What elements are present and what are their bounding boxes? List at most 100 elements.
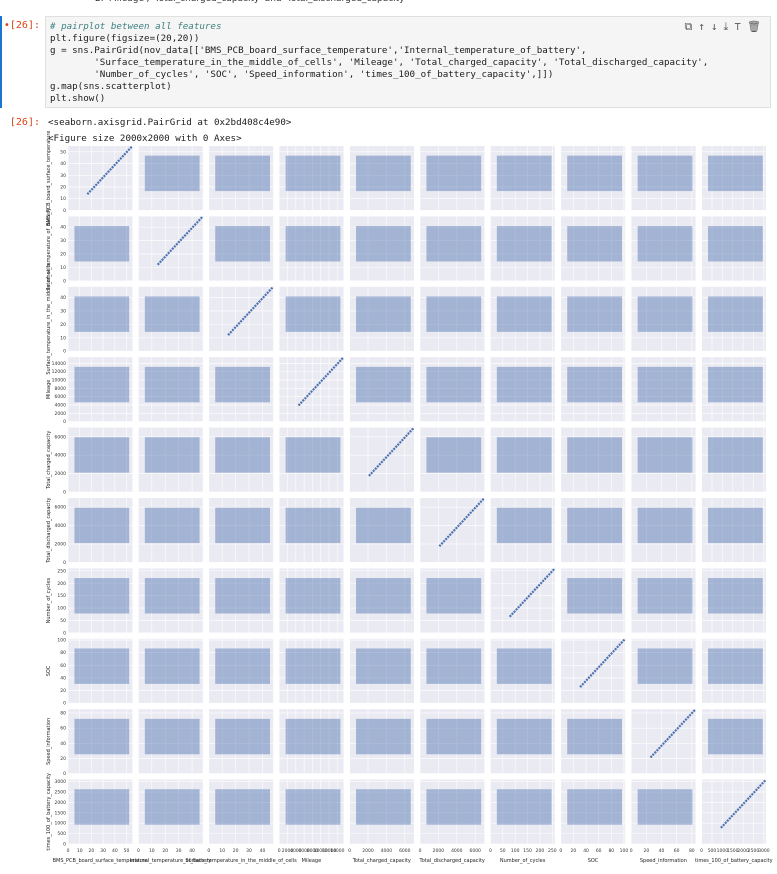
y-tick-label: 4000 [55, 523, 67, 529]
scatter-cloud [356, 718, 411, 755]
scatter-cloud [285, 648, 341, 684]
panel-background [68, 638, 133, 704]
scatter-cloud [285, 226, 341, 262]
x-tick-label: 6000 [399, 848, 411, 854]
x-tick-label: 40 [112, 848, 118, 854]
panel-background [631, 498, 696, 563]
x-axis-label: Number_of_cycles [500, 858, 546, 864]
scatter-cloud [426, 366, 482, 403]
y-axis-label: Internal_temperature_of_battery [46, 208, 52, 289]
x-tick-label: 40 [260, 848, 266, 854]
scatter-cloud [356, 578, 411, 614]
code-cell[interactable]: # pairplot between all features plt.figur… [45, 16, 771, 108]
scatter-cloud [215, 226, 270, 262]
y-axis-label: SOC [46, 665, 52, 676]
scatter-cloud [708, 718, 763, 755]
panel-background [68, 779, 133, 844]
y-tick-label: 30 [60, 308, 66, 314]
scatter-cloud [496, 789, 552, 825]
x-tick-label: 14000 [330, 848, 344, 854]
scatter-cloud [74, 507, 130, 544]
scatter-cloud [215, 507, 270, 544]
scatter-cloud [74, 718, 130, 755]
y-tick-label: 0 [63, 419, 66, 425]
scatter-cloud [144, 437, 200, 473]
scatter-cloud [567, 296, 622, 332]
panel-background [701, 357, 766, 422]
code-line: 'Number_of_cycles', 'SOC', 'Speed_inform… [50, 69, 554, 80]
output-line: <seaborn.axisgrid.PairGrid at 0x2bd408c4… [48, 117, 292, 128]
scatter-cloud [144, 718, 200, 755]
code-line: g = sns.PairGrid(nov_data[['BMS_PCB_boar… [50, 45, 587, 56]
panel-background [420, 498, 485, 563]
panel-background [560, 568, 626, 633]
panel-background [349, 779, 414, 844]
x-tick-label: 0 [137, 848, 140, 854]
y-tick-label: 200 [57, 581, 66, 587]
y-axis-label: Surface_temperature_in_the_middle_of_cel… [46, 263, 52, 375]
y-tick-label: 6000 [55, 394, 67, 400]
scatter-cloud [144, 789, 200, 825]
scatter-cloud [496, 718, 552, 755]
panel-background [349, 146, 414, 211]
panel-background [279, 638, 344, 704]
scatter-cloud [74, 226, 130, 262]
panel-background [420, 568, 485, 633]
x-tick-label: 10000 [314, 848, 328, 854]
x-axis-label: Total_discharged_capacity [419, 858, 485, 864]
panel-background [279, 498, 344, 563]
scatter-cloud [496, 296, 552, 332]
scatter-cloud [74, 789, 130, 825]
scatter-cloud [567, 789, 622, 825]
diagonal-points [368, 426, 415, 477]
scatter-cloud [74, 437, 130, 473]
x-tick-label: 50 [500, 848, 506, 854]
scatter-cloud [637, 155, 693, 192]
scatter-cloud [496, 366, 552, 403]
y-tick-label: 14000 [52, 361, 66, 367]
scatter-cloud [215, 718, 270, 755]
diagonal-points [156, 215, 204, 266]
panel-background [420, 779, 485, 844]
y-tick-label: 1500 [55, 810, 67, 816]
panel-background [490, 357, 555, 422]
scatter-cloud [74, 366, 130, 403]
scatter-cloud [496, 507, 552, 544]
panel-background [279, 357, 344, 422]
y-tick-label: 80 [60, 710, 66, 716]
x-tick-label: 8000 [307, 848, 319, 854]
y-tick-label: 30 [60, 173, 66, 179]
y-tick-label: 8000 [55, 386, 67, 392]
scatter-cloud [356, 226, 411, 262]
scatter-cloud [285, 578, 341, 614]
x-tick-label: 4000 [381, 848, 393, 854]
x-tick-label: 6000 [469, 848, 481, 854]
y-tick-label: 0 [63, 771, 66, 777]
x-tick-label: 500 [708, 848, 717, 854]
cell-toolbar[interactable]: ⧉↑↓⤓⊤🗑 [684, 20, 767, 33]
panel-background [349, 357, 414, 422]
y-tick-label: 6000 [55, 434, 67, 440]
scatter-cloud [215, 437, 270, 473]
diagonal-points [720, 778, 767, 829]
x-tick-label: 50 [124, 848, 130, 854]
scatter-cloud [144, 578, 200, 614]
scatter-cloud [496, 155, 552, 192]
panel-background [490, 498, 555, 563]
x-tick-label: 1500 [727, 848, 739, 854]
x-tick-label: 10 [149, 848, 155, 854]
x-tick-label: 20 [643, 848, 649, 854]
panel-background [631, 427, 696, 492]
y-tick-label: 20 [60, 184, 66, 190]
panel-background [490, 427, 555, 492]
y-tick-label: 2000 [55, 471, 67, 477]
y-axis-label: Number_of_cycles [46, 577, 52, 623]
x-tick-label: 0 [207, 848, 210, 854]
output-line: <Figure size 2000x2000 with 0 Axes> [48, 133, 242, 144]
input-prompt: •[26]: [3, 20, 40, 31]
x-axis-label: BMS_PCB_board_surface_temperature [53, 858, 148, 864]
diagonal-points [297, 356, 345, 407]
diagonal-points [508, 567, 556, 618]
panel-background [420, 638, 485, 704]
diagonal-points [86, 145, 134, 196]
